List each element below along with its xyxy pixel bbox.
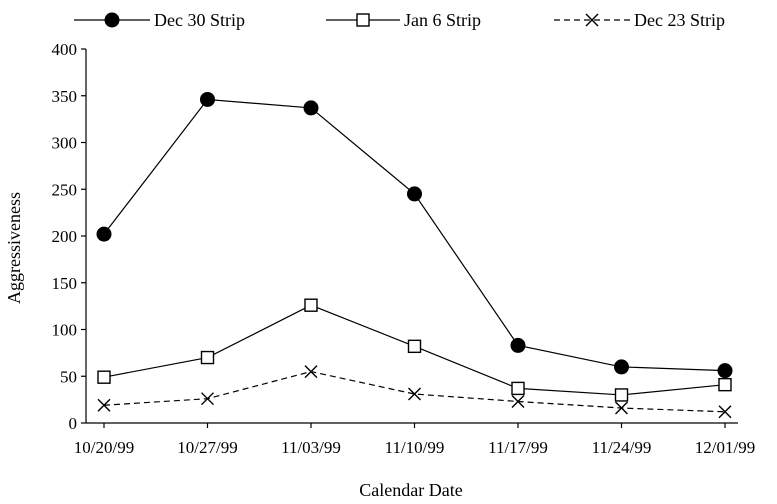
- legend: Dec 30 Strip Jan 6 Strip Dec 23 Strip: [74, 10, 725, 30]
- legend-marker: [356, 13, 370, 27]
- x-tick-label: 11/24/99: [592, 438, 652, 457]
- x-tick-label: 11/10/99: [385, 438, 445, 457]
- data-point-dec-23-strip: [615, 401, 628, 415]
- data-point-dec-23-strip: [201, 392, 214, 406]
- data-point-dec-23-strip: [408, 387, 421, 401]
- data-point-dec-30-strip: [614, 359, 629, 375]
- x-tick-label: 12/01/99: [695, 438, 755, 457]
- data-point-jan-6-strip: [718, 377, 732, 392]
- data-point-dec-23-strip: [304, 365, 318, 379]
- legend-label: Dec 23 Strip: [634, 10, 725, 30]
- y-tick-label: 100: [52, 321, 78, 340]
- axes: 0 50 100 150 200 250 300 350 400 10/20/99 10/27/99…: [52, 40, 756, 457]
- series-line-dec-23-strip: [103, 370, 726, 413]
- series-line-dec-30-strip: [103, 98, 726, 372]
- x-axis-title: Calendar Date: [359, 480, 462, 500]
- x-tick-label: 11/03/99: [281, 438, 341, 457]
- x-tick-label: 11/17/99: [488, 438, 548, 457]
- y-tick-label: 200: [52, 227, 78, 246]
- data-point-jan-6-strip: [97, 370, 111, 384]
- legend-item-jan-6-strip: Jan 6 Strip: [326, 10, 481, 30]
- y-tick-label: 50: [60, 367, 77, 386]
- data-point-dec-23-strip: [511, 395, 525, 408]
- data-point-dec-23-strip: [97, 398, 111, 412]
- y-tick-label: 400: [52, 40, 78, 59]
- data-point-jan-6-strip: [200, 350, 215, 365]
- data-point-dec-30-strip: [303, 100, 319, 116]
- legend-label: Jan 6 Strip: [404, 10, 481, 30]
- data-point-jan-6-strip: [304, 298, 318, 312]
- data-point-dec-30-strip: [510, 337, 526, 353]
- data-point-dec-23-strip: [718, 405, 732, 419]
- data-point-dec-30-strip: [96, 226, 112, 242]
- y-tick-label: 250: [52, 180, 78, 199]
- y-axis-title: Aggressiveness: [4, 192, 24, 304]
- x-tick-label: 10/20/99: [74, 438, 134, 457]
- legend-item-dec-30-strip: Dec 30 Strip: [74, 10, 245, 30]
- data-point-jan-6-strip: [407, 339, 422, 354]
- data-point-dec-30-strip: [717, 363, 733, 379]
- data-point-dec-30-strip: [200, 91, 215, 107]
- y-tick-label: 350: [52, 87, 78, 106]
- y-tick-label: 0: [69, 414, 78, 433]
- data-point-dec-30-strip: [407, 186, 422, 202]
- y-tick-label: 300: [52, 134, 78, 153]
- legend-item-dec-23-strip: Dec 23 Strip: [554, 10, 725, 30]
- data-point-jan-6-strip: [511, 381, 525, 396]
- data-point-jan-6-strip: [614, 388, 629, 402]
- legend-marker: [585, 13, 599, 27]
- series-layer: [96, 91, 733, 419]
- legend-label: Dec 30 Strip: [154, 10, 245, 30]
- x-tick-label: 10/27/99: [177, 438, 237, 457]
- legend-marker: [104, 12, 120, 28]
- y-tick-label: 150: [52, 274, 78, 293]
